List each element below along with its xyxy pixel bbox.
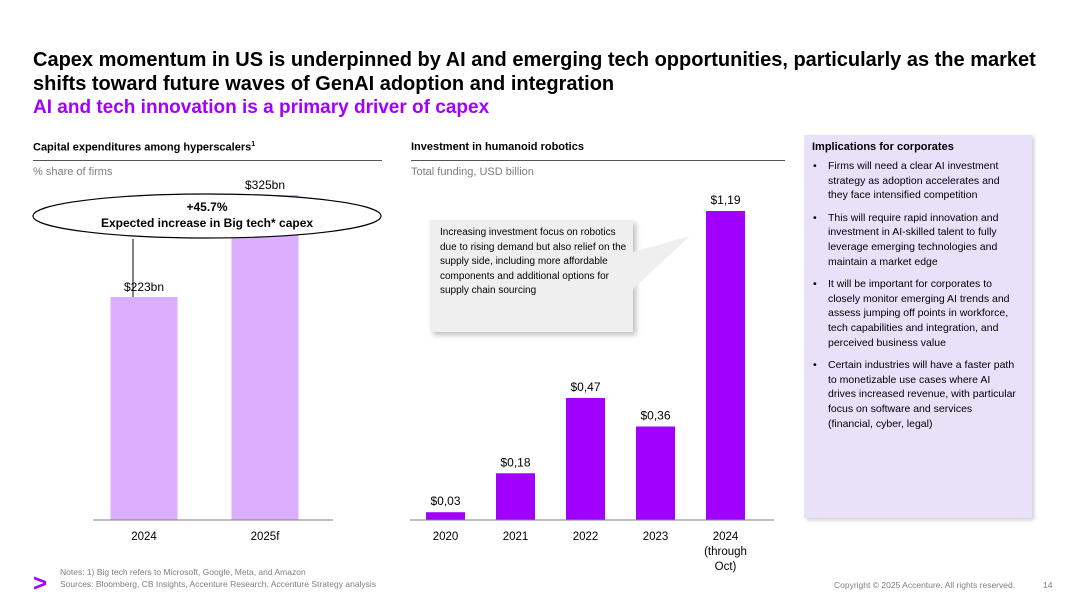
bar: [706, 211, 745, 520]
capex-growth-callout: [32, 193, 382, 239]
data-label: $325bn: [245, 178, 285, 192]
data-label: $1,19: [710, 193, 740, 207]
tick-label: 2022: [573, 531, 599, 543]
tick-label: 2024: [131, 531, 157, 543]
accenture-logo-icon: >: [33, 570, 48, 597]
page-title: Capex momentum in US is underpinned by A…: [33, 49, 1036, 95]
implications-panel: [804, 135, 1032, 518]
tick-label: 2025f: [251, 531, 281, 543]
copyright: Copyright © 2025 Accenture. All rights r…: [834, 580, 1016, 590]
bar: [566, 397, 605, 520]
bar: [496, 473, 535, 520]
hyperscalers-section-title: Capital expenditures among hyperscalers1: [33, 141, 255, 154]
callout-ellipse: [32, 193, 382, 239]
data-label: $0,36: [640, 409, 670, 423]
robotics-callout-text: Increasing investment focus on robotics …: [440, 227, 627, 297]
tick-label-line: 2021: [503, 531, 529, 543]
footnote-marker: 1: [251, 141, 256, 148]
list-item: • Firms will need a clear AI investment s…: [813, 159, 1018, 203]
list-item-text: Certain industries will have a faster pa…: [828, 359, 1016, 430]
robotics-callout-box: [430, 220, 633, 332]
bar: [426, 512, 465, 520]
list-item: • This will require rapid innovation and …: [813, 211, 1018, 269]
section-divider: [33, 160, 382, 161]
tick-label-line: 2020: [433, 531, 459, 543]
page-number: 14: [1043, 580, 1053, 590]
bullet-icon: •: [813, 211, 817, 224]
capex-growth-value: +45.7%: [186, 200, 228, 214]
bar: [231, 195, 299, 520]
list-item-text: Firms will need a clear AI investment st…: [828, 160, 1000, 202]
tick-label-line: Oct): [715, 561, 737, 573]
tick-label-line: 2024: [713, 531, 739, 543]
tick-label-line: (through: [704, 546, 747, 558]
tick-label-line: 2022: [573, 531, 599, 543]
section-divider: [411, 160, 785, 161]
capex-growth-description: Expected increase in Big tech* capex: [100, 216, 314, 230]
data-label: $0,47: [570, 380, 600, 394]
tick-label: 2020: [433, 531, 459, 543]
tick-label: 2024 (through Oct): [704, 531, 747, 573]
tick-label-line: 2023: [643, 531, 669, 543]
data-label: $223bn: [124, 280, 164, 294]
bullet-icon: •: [813, 278, 817, 291]
implications-title: Implications for corporates: [812, 141, 954, 153]
hyperscalers-unit: % share of firms: [33, 166, 113, 178]
bullet-icon: •: [813, 359, 817, 372]
footer-notes: Notes: 1) Big tech refers to Microsoft, …: [60, 566, 376, 590]
tick-label: 2023: [643, 531, 669, 543]
list-item: • It will be important for corporates to …: [813, 277, 1018, 350]
robotics-section-title: Investment in humanoid robotics: [411, 141, 584, 153]
list-item-text: It will be important for corporates to c…: [828, 278, 1010, 349]
page-subtitle: AI and tech innovation is a primary driv…: [33, 97, 490, 118]
list-item-text: This will require rapid innovation and i…: [828, 211, 999, 268]
bullet-icon: •: [813, 160, 817, 172]
capex-growth-callout-text: +45.7% Expected increase in Big tech* ca…: [32, 199, 382, 231]
tick-label: 2021: [503, 531, 529, 543]
bar: [110, 297, 178, 520]
list-item: • Certain industries will have a faster p…: [813, 358, 1018, 431]
hyperscalers-title-text: Capital expenditures among hyperscalers: [33, 141, 252, 154]
implications-list: • Firms will need a clear AI investment s…: [813, 159, 1018, 439]
data-label: $0,18: [500, 455, 530, 469]
sources-text: Sources: Bloomberg, CB Insights, Accentu…: [60, 579, 377, 589]
data-label: $0,03: [430, 494, 460, 508]
notes-text: Notes: 1) Big tech refers to Microsoft, …: [60, 567, 306, 577]
robotics-unit: Total funding, USD billion: [411, 166, 534, 178]
bar: [636, 426, 675, 520]
